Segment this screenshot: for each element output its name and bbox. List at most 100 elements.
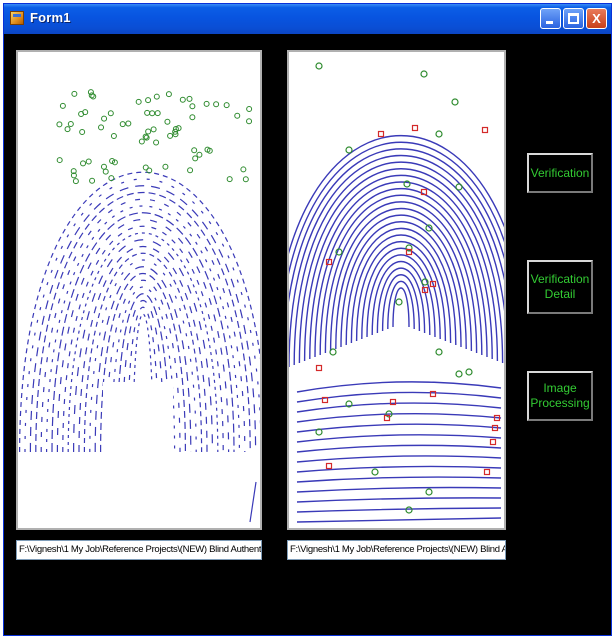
ridge-line bbox=[46, 205, 240, 453]
minutia-ending-mark bbox=[179, 96, 186, 103]
right-image-path-field[interactable]: F:\Vignesh\1 My Job\Reference Projects\(… bbox=[287, 540, 506, 560]
minutia-ending-mark bbox=[162, 163, 169, 170]
minutia-ending-mark bbox=[403, 180, 411, 188]
ridge-line bbox=[35, 192, 251, 453]
minutia-ending-mark bbox=[85, 158, 92, 165]
ridge-line bbox=[78, 245, 208, 453]
ridge-line bbox=[366, 254, 436, 338]
ridge-line bbox=[298, 168, 504, 364]
minutia-ending-mark bbox=[435, 348, 443, 356]
minutia-ending-mark bbox=[451, 98, 459, 106]
verification-button[interactable]: Verification bbox=[527, 153, 593, 193]
minutia-ending-mark bbox=[167, 132, 174, 139]
ridge-line bbox=[51, 212, 235, 453]
minutia-ending-mark bbox=[242, 176, 249, 183]
minutia-ending-mark bbox=[315, 428, 323, 436]
ridge-line bbox=[345, 227, 457, 346]
minutia-ending-mark bbox=[142, 133, 149, 140]
ridge-line bbox=[67, 232, 219, 453]
minutia-ending-mark bbox=[101, 115, 108, 122]
ridge-line bbox=[73, 239, 213, 453]
minutia-ending-mark bbox=[109, 157, 116, 164]
ridge-line bbox=[296, 465, 502, 473]
ridge-line bbox=[249, 481, 257, 523]
ridge-line bbox=[303, 174, 499, 362]
minutia-ending-mark bbox=[108, 175, 115, 182]
minutia-ending-mark bbox=[153, 93, 160, 100]
minutia-ending-mark bbox=[70, 172, 77, 179]
minutia-ending-mark bbox=[70, 168, 77, 175]
maximize-button[interactable] bbox=[563, 8, 584, 29]
ridge-line bbox=[355, 241, 447, 342]
ridge-line bbox=[56, 219, 230, 453]
image-processing-button[interactable]: Image Processing bbox=[527, 371, 593, 421]
minutia-ending-mark bbox=[204, 146, 211, 153]
minutia-ending-mark bbox=[110, 132, 117, 139]
minutia-ending-mark bbox=[189, 103, 196, 110]
minutia-ending-mark bbox=[420, 70, 428, 78]
ridge-line bbox=[392, 287, 410, 328]
minutia-ending-mark bbox=[335, 248, 343, 256]
ridge-line bbox=[381, 274, 421, 332]
minutia-ending-mark bbox=[67, 121, 74, 128]
minutia-ending-mark bbox=[425, 488, 433, 496]
ridge-line bbox=[335, 214, 467, 350]
minutia-ending-mark bbox=[465, 368, 473, 376]
minutia-bifurcation-mark bbox=[489, 438, 497, 446]
ridge-line bbox=[127, 306, 159, 453]
ridge-line bbox=[296, 444, 502, 453]
minutia-ending-mark bbox=[223, 102, 230, 109]
minutia-bifurcation-mark bbox=[405, 248, 413, 256]
minutia-ending-mark bbox=[135, 98, 142, 105]
minutia-bifurcation-mark bbox=[321, 396, 329, 404]
ridge-line bbox=[296, 434, 502, 443]
ridge-line bbox=[296, 486, 502, 493]
minutia-ending-mark bbox=[111, 159, 118, 166]
ridge-line bbox=[329, 208, 473, 352]
minutia-ending-mark bbox=[59, 102, 66, 109]
ridge-line bbox=[296, 517, 502, 523]
minutia-ending-mark bbox=[175, 125, 182, 132]
left-image-path-field[interactable]: F:\Vignesh\1 My Job\Reference Projects\(… bbox=[16, 540, 262, 560]
ridge-line bbox=[296, 476, 502, 483]
minutia-bifurcation-mark bbox=[383, 414, 391, 422]
minutia-ending-mark bbox=[329, 348, 337, 356]
minutia-ending-mark bbox=[196, 151, 203, 158]
ridge-line bbox=[371, 260, 431, 336]
minutia-bifurcation-mark bbox=[429, 280, 437, 288]
window-title: Form1 bbox=[30, 10, 71, 25]
minutia-ending-mark bbox=[234, 112, 241, 119]
minutia-ending-mark bbox=[455, 183, 463, 191]
minutia-ending-mark bbox=[87, 89, 94, 96]
minutia-ending-mark bbox=[187, 167, 194, 174]
minutia-ending-mark bbox=[191, 147, 198, 154]
minutia-ending-mark bbox=[405, 244, 413, 252]
form-icon[interactable] bbox=[10, 11, 24, 25]
minutia-ending-mark bbox=[421, 278, 429, 286]
minutia-ending-mark bbox=[89, 177, 96, 184]
minutia-ending-mark bbox=[144, 109, 151, 116]
minutia-ending-mark bbox=[82, 109, 89, 116]
ridge-line bbox=[121, 299, 165, 453]
verification-detail-button[interactable]: Verification Detail bbox=[527, 260, 593, 314]
minutia-ending-mark bbox=[172, 131, 179, 138]
ridge-line bbox=[309, 181, 493, 360]
minutia-ending-mark bbox=[90, 93, 97, 100]
minutia-bifurcation-mark bbox=[429, 390, 437, 398]
ridge-line bbox=[361, 247, 441, 340]
ridge-line bbox=[289, 134, 504, 255]
maximize-icon bbox=[568, 13, 579, 24]
title-bar[interactable]: Form1 X bbox=[4, 4, 611, 34]
minimize-button[interactable] bbox=[540, 8, 561, 29]
minutia-ending-mark bbox=[345, 146, 353, 154]
close-button[interactable]: X bbox=[586, 8, 607, 29]
ridge-line bbox=[94, 266, 192, 453]
ridge-line bbox=[105, 279, 181, 453]
ridge-line bbox=[296, 455, 502, 463]
ridge-line bbox=[376, 267, 426, 334]
ridge-line bbox=[293, 161, 504, 366]
minutia-ending-mark bbox=[88, 92, 95, 99]
blank-area bbox=[103, 382, 173, 522]
minutia-ending-mark bbox=[138, 138, 145, 145]
minutia-bifurcation-mark bbox=[377, 130, 385, 138]
